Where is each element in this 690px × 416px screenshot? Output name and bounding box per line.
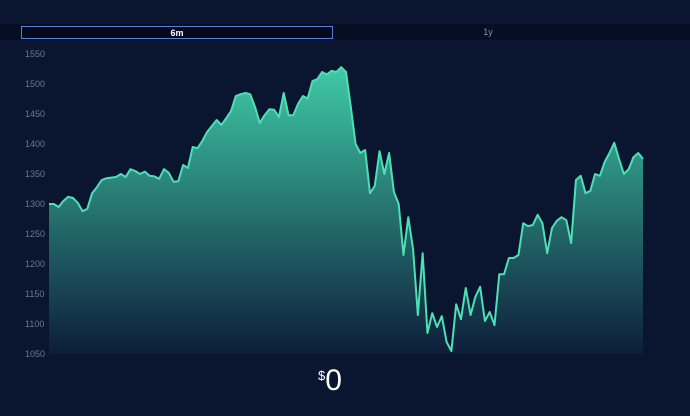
y-tick-label: 1150: [25, 289, 44, 299]
y-tick-label: 1400: [25, 139, 45, 149]
price-value: 0: [325, 364, 342, 397]
price-area: [49, 67, 643, 354]
price-chart: 1050 1100 1150 1200 1250 1300 1350 1400 1450 1500…: [25, 49, 644, 359]
y-axis: 1050 1100 1150 1200 1250 1300 1350 1400 1450 1500…: [25, 49, 45, 359]
y-tick-label: 1300: [25, 199, 45, 209]
y-tick-label: 1050: [25, 349, 45, 359]
y-tick-label: 1550: [25, 49, 45, 59]
y-tick-label: 1100: [25, 319, 44, 329]
range-tabs: 6m 1y: [0, 24, 690, 40]
price-display: $0: [0, 364, 660, 398]
currency-symbol: $: [318, 368, 326, 383]
y-tick-label: 1250: [25, 229, 45, 239]
y-tick-label: 1500: [25, 79, 45, 89]
y-tick-label: 1200: [25, 259, 45, 269]
y-tick-label: 1350: [25, 169, 45, 179]
price-line: [49, 66, 644, 352]
y-tick-label: 1450: [25, 109, 45, 119]
tab-1y[interactable]: 1y: [483, 27, 493, 37]
tab-6m[interactable]: 6m: [21, 26, 333, 39]
